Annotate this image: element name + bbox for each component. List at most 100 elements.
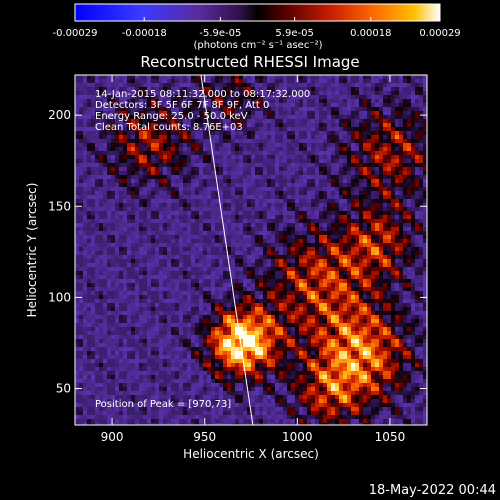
heatmap-cell: [395, 255, 399, 259]
heatmap-cell: [423, 247, 427, 251]
heatmap-cell: [355, 223, 359, 227]
heatmap-cell: [167, 115, 171, 119]
heatmap-cell: [123, 159, 127, 163]
heatmap-cell: [387, 111, 391, 115]
heatmap-cell: [79, 155, 83, 159]
heatmap-cell: [339, 123, 343, 127]
heatmap-cell: [363, 203, 367, 207]
heatmap-cell: [207, 183, 211, 187]
heatmap-cell: [231, 235, 235, 239]
heatmap-cell: [295, 167, 299, 171]
heatmap-cell: [423, 111, 427, 115]
heatmap-cell: [207, 115, 211, 119]
heatmap-cell: [351, 207, 355, 211]
heatmap-cell: [363, 295, 367, 299]
heatmap-cell: [231, 187, 235, 191]
heatmap-cell: [223, 123, 227, 127]
heatmap-cell: [171, 271, 175, 275]
heatmap-cell: [75, 119, 79, 123]
heatmap-cell: [367, 255, 371, 259]
heatmap-cell: [123, 211, 127, 215]
heatmap-cell: [267, 287, 271, 291]
heatmap-cell: [407, 283, 411, 287]
heatmap-cell: [91, 139, 95, 143]
heatmap-cell: [151, 203, 155, 207]
heatmap-cell: [131, 267, 135, 271]
heatmap-cell: [223, 263, 227, 267]
heatmap-cell: [139, 111, 143, 115]
heatmap-cell: [87, 99, 91, 103]
heatmap-cell: [415, 139, 419, 143]
heatmap-cell: [79, 135, 83, 139]
heatmap-cell: [415, 111, 419, 115]
heatmap-cell: [351, 99, 355, 103]
heatmap-cell: [395, 223, 399, 227]
heatmap-cell: [307, 135, 311, 139]
heatmap-cell: [267, 299, 271, 303]
heatmap-cell: [191, 123, 195, 127]
heatmap-cell: [191, 227, 195, 231]
heatmap-cell: [223, 231, 227, 235]
heatmap-cell: [115, 167, 119, 171]
heatmap-cell: [127, 111, 131, 115]
heatmap-cell: [183, 231, 187, 235]
heatmap-cell: [379, 75, 383, 79]
heatmap-cell: [175, 195, 179, 199]
heatmap-cell: [175, 115, 179, 119]
heatmap-cell: [299, 263, 303, 267]
heatmap-cell: [319, 203, 323, 207]
heatmap-cell: [151, 187, 155, 191]
heatmap-cell: [207, 151, 211, 155]
heatmap-cell: [147, 191, 151, 195]
heatmap-cell: [295, 143, 299, 147]
heatmap-cell: [175, 103, 179, 107]
heatmap-cell: [183, 295, 187, 299]
heatmap-cell: [119, 179, 123, 183]
heatmap-cell: [171, 91, 175, 95]
heatmap-cell: [403, 243, 407, 247]
heatmap-cell: [119, 235, 123, 239]
heatmap-cell: [79, 79, 83, 83]
heatmap-cell: [235, 79, 239, 83]
heatmap-cell: [283, 151, 287, 155]
heatmap-cell: [383, 151, 387, 155]
heatmap-cell: [75, 111, 79, 115]
heatmap-cell: [171, 147, 175, 151]
heatmap-cell: [147, 267, 151, 271]
heatmap-cell: [179, 231, 183, 235]
heatmap-cell: [79, 223, 83, 227]
heatmap-cell: [167, 107, 171, 111]
heatmap-cell: [95, 255, 99, 259]
heatmap-cell: [135, 183, 139, 187]
heatmap-cell: [79, 243, 83, 247]
heatmap-cell: [159, 231, 163, 235]
heatmap-cell: [267, 83, 271, 87]
heatmap-cell: [415, 155, 419, 159]
heatmap-cell: [299, 119, 303, 123]
heatmap-cell: [371, 179, 375, 183]
heatmap-cell: [115, 219, 119, 223]
heatmap-cell: [227, 115, 231, 119]
heatmap-cell: [87, 259, 91, 263]
heatmap-cell: [311, 167, 315, 171]
heatmap-cell: [403, 291, 407, 295]
heatmap-cell: [195, 139, 199, 143]
colorbar-tick-label: -0.00029: [53, 28, 98, 39]
heatmap-cell: [247, 247, 251, 251]
heatmap-cell: [115, 215, 119, 219]
heatmap-cell: [387, 223, 391, 227]
heatmap-cell: [415, 163, 419, 167]
heatmap-cell: [103, 235, 107, 239]
heatmap-cell: [79, 163, 83, 167]
heatmap-cell: [151, 171, 155, 175]
heatmap-cell: [187, 147, 191, 151]
heatmap-cell: [291, 243, 295, 247]
heatmap-cell: [315, 207, 319, 211]
heatmap-cell: [255, 287, 259, 291]
heatmap-cell: [287, 187, 291, 191]
heatmap-cell: [191, 271, 195, 275]
heatmap-cell: [191, 203, 195, 207]
heatmap-cell: [115, 279, 119, 283]
heatmap-cell: [315, 203, 319, 207]
heatmap-cell: [371, 227, 375, 231]
